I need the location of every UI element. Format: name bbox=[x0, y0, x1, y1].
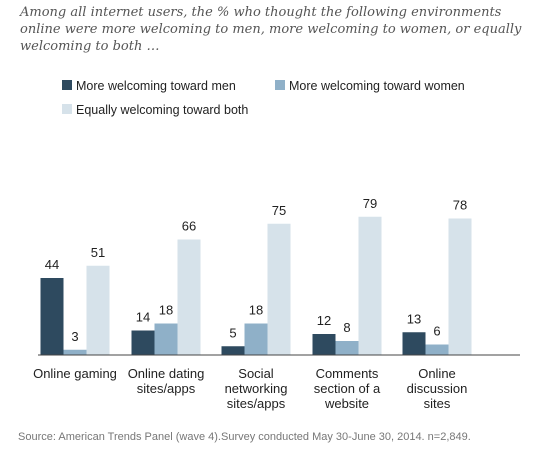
source-note: Source: American Trends Panel (wave 4).S… bbox=[18, 431, 471, 443]
data-label-5-1: 13 bbox=[407, 311, 421, 326]
category-label-line: sites/apps bbox=[227, 396, 286, 411]
category-label-3: Social networking sites/apps bbox=[225, 366, 288, 411]
data-labels: 44 3 51 14 18 66 5 18 75 12 8 79 13 6 78 bbox=[45, 196, 467, 344]
data-label-3-2: 18 bbox=[249, 303, 263, 318]
data-label-5-2: 6 bbox=[433, 324, 440, 339]
bar-1-1 bbox=[40, 278, 64, 355]
data-label-1-1: 44 bbox=[45, 257, 59, 272]
data-label-4-3: 79 bbox=[363, 196, 377, 211]
legend-label-1: More welcoming toward men bbox=[76, 79, 236, 93]
legend-label-2: More welcoming toward women bbox=[289, 79, 465, 93]
bar-2-3 bbox=[177, 239, 201, 355]
data-label-2-1: 14 bbox=[136, 310, 150, 325]
category-label-line: Comments bbox=[316, 366, 379, 381]
data-label-3-3: 75 bbox=[272, 203, 286, 218]
category-label-line: discussion bbox=[407, 381, 468, 396]
category-label-line: section of a bbox=[314, 381, 381, 396]
category-label-line: Online dating bbox=[128, 366, 205, 381]
bars bbox=[40, 216, 472, 355]
bar-3-2 bbox=[244, 323, 268, 355]
legend: More welcoming toward men More welcoming … bbox=[62, 79, 465, 117]
category-labels: Online gaming Online dating sites/appsSoci… bbox=[33, 366, 467, 411]
bar-4-3 bbox=[358, 216, 382, 355]
bar-5-1 bbox=[402, 332, 426, 355]
category-label-2: Online dating sites/apps bbox=[128, 366, 205, 396]
bar-1-3 bbox=[86, 265, 110, 355]
bar-4-1 bbox=[312, 334, 336, 355]
data-label-3-1: 5 bbox=[229, 325, 236, 340]
chart-title: Among all internet users, the % who thou… bbox=[20, 5, 522, 54]
data-label-4-1: 12 bbox=[317, 313, 331, 328]
category-label-line: Online gaming bbox=[33, 366, 117, 381]
bar-5-2 bbox=[425, 344, 449, 355]
category-label-line: Online bbox=[418, 366, 456, 381]
bar-1-2 bbox=[63, 349, 87, 355]
data-label-5-3: 78 bbox=[453, 198, 467, 213]
legend-swatch-3 bbox=[62, 104, 72, 114]
legend-label-3: Equally welcoming toward both bbox=[76, 103, 248, 117]
data-label-1-2: 3 bbox=[71, 329, 78, 344]
category-label-5: Online discussion sites bbox=[407, 366, 468, 411]
category-label-line: sites/apps bbox=[137, 381, 196, 396]
data-label-2-3: 66 bbox=[182, 219, 196, 234]
data-label-1-3: 51 bbox=[91, 245, 105, 260]
bar-3-1 bbox=[221, 346, 245, 355]
data-label-2-2: 18 bbox=[159, 303, 173, 318]
legend-swatch-2 bbox=[275, 80, 285, 90]
bar-3-3 bbox=[267, 223, 291, 355]
bar-4-2 bbox=[335, 341, 359, 355]
bar-5-3 bbox=[448, 218, 472, 355]
category-label-line: Social bbox=[238, 366, 274, 381]
category-label-line: networking bbox=[225, 381, 288, 396]
category-label-1: Online gaming bbox=[33, 366, 117, 381]
category-label-line: sites bbox=[424, 396, 451, 411]
category-label-4: Comments section of a website bbox=[314, 366, 381, 411]
data-label-4-2: 8 bbox=[343, 320, 350, 335]
bar-2-1 bbox=[131, 330, 155, 355]
category-label-line: website bbox=[324, 396, 369, 411]
bar-2-2 bbox=[154, 323, 178, 355]
legend-swatch-1 bbox=[62, 80, 72, 90]
